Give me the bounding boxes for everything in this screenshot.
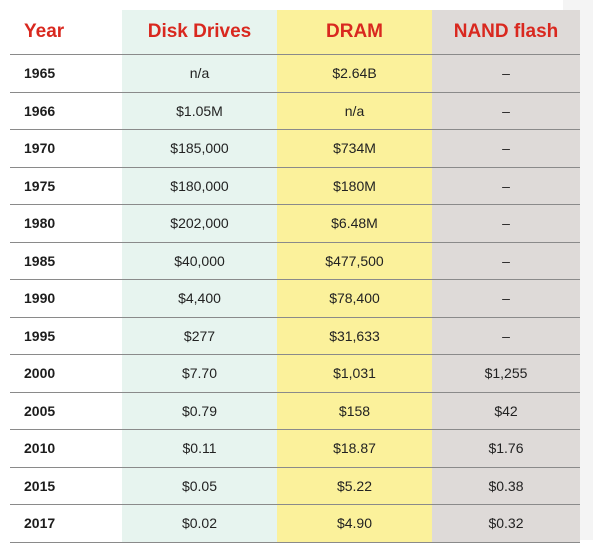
cell-year: 2005 xyxy=(10,392,122,430)
table-header-row: Year Disk Drives DRAM NAND flash xyxy=(10,10,580,55)
cell-dram: $2.64B xyxy=(277,54,432,93)
cell-dram: $5.22 xyxy=(277,467,432,505)
header-disk-drives: Disk Drives xyxy=(122,10,277,55)
cell-dram: n/a xyxy=(277,92,432,130)
cell-disk-drives: $40,000 xyxy=(122,242,277,280)
cell-nand-flash: $1.76 xyxy=(432,429,580,468)
cell-nand-flash: $42 xyxy=(432,392,580,430)
cell-disk-drives: $185,000 xyxy=(122,129,277,168)
table-row: 1995 $277 $31,633– xyxy=(10,317,580,355)
table-row: 1975 $180,000 $180M – xyxy=(10,167,580,205)
header-dram: DRAM xyxy=(277,10,432,55)
cell-disk-drives: $180,000 xyxy=(122,167,277,205)
table-row: 2010 $0.11 $18.87 $1.76 xyxy=(10,429,580,468)
cell-year: 2000 xyxy=(10,354,122,393)
cell-disk-drives: $4,400 xyxy=(122,279,277,318)
cell-year: 1990 xyxy=(10,279,122,318)
cell-nand-flash: $0.32 xyxy=(432,504,580,543)
cell-disk-drives: $7.70 xyxy=(122,354,277,393)
cell-dram: $78,400 xyxy=(277,279,432,318)
cell-nand-flash: – xyxy=(432,129,580,168)
cell-disk-drives: $0.05 xyxy=(122,467,277,505)
table-row: 1965 n/a $2.64B – xyxy=(10,54,580,93)
table-row: 2005 $0.79 $158 $42 xyxy=(10,392,580,430)
cell-dram: $158 xyxy=(277,392,432,430)
cell-year: 1975 xyxy=(10,167,122,205)
cell-dram: $6.48M xyxy=(277,204,432,243)
cell-year: 1995 xyxy=(10,317,122,355)
table-row: 2000 $7.70 $1,031 $1,255 xyxy=(10,354,580,393)
cell-dram: $477,500 xyxy=(277,242,432,280)
table-row: 2015 $0.05 $5.22 $0.38 xyxy=(10,467,580,505)
cell-disk-drives: $0.79 xyxy=(122,392,277,430)
cell-disk-drives: $0.02 xyxy=(122,504,277,543)
cell-nand-flash: – xyxy=(432,279,580,318)
cell-nand-flash: – xyxy=(432,242,580,280)
cell-year: 1965 xyxy=(10,54,122,93)
cell-dram: $180M xyxy=(277,167,432,205)
table-row: 1990 $4,400 $78,400– xyxy=(10,279,580,318)
cell-year: 2010 xyxy=(10,429,122,468)
cell-disk-drives: $277 xyxy=(122,317,277,355)
table-row: 2017 $0.02 $4.90 $0.32 xyxy=(10,504,580,543)
cell-nand-flash: – xyxy=(432,167,580,205)
cell-dram: $31,633 xyxy=(277,317,432,355)
cell-nand-flash: – xyxy=(432,204,580,243)
cell-nand-flash: – xyxy=(432,54,580,93)
cell-year: 1985 xyxy=(10,242,122,280)
header-year: Year xyxy=(24,21,65,42)
cell-nand-flash: $0.38 xyxy=(432,467,580,505)
cell-nand-flash: – xyxy=(432,92,580,130)
cell-disk-drives: $202,000 xyxy=(122,204,277,243)
table-row: 1980 $202,000 $6.48M – xyxy=(10,204,580,243)
cell-disk-drives: n/a xyxy=(122,54,277,93)
cell-dram: $734M xyxy=(277,129,432,168)
table-row: 1966 $1.05M n/a – xyxy=(10,92,580,130)
cell-nand-flash: – xyxy=(432,317,580,355)
cell-year: 2017 xyxy=(10,504,122,543)
price-table-container: Year Disk Drives DRAM NAND flash 1965 n/a… xyxy=(10,10,580,543)
table-row: 1985 $40,000 $477,500– xyxy=(10,242,580,280)
cell-dram: $4.90 xyxy=(277,504,432,543)
cell-year: 1966 xyxy=(10,92,122,130)
cell-year: 1970 xyxy=(10,129,122,168)
cell-year: 1980 xyxy=(10,204,122,243)
cell-nand-flash: $1,255 xyxy=(432,354,580,393)
cell-dram: $18.87 xyxy=(277,429,432,468)
cell-dram: $1,031 xyxy=(277,354,432,393)
cell-year: 2015 xyxy=(10,467,122,505)
table-row: 1970 $185,000 $734M – xyxy=(10,129,580,168)
header-nand-flash: NAND flash xyxy=(432,10,580,55)
storage-price-table: Year Disk Drives DRAM NAND flash 1965 n/a… xyxy=(10,10,580,543)
cell-disk-drives: $1.05M xyxy=(122,92,277,130)
cell-disk-drives: $0.11 xyxy=(122,429,277,468)
